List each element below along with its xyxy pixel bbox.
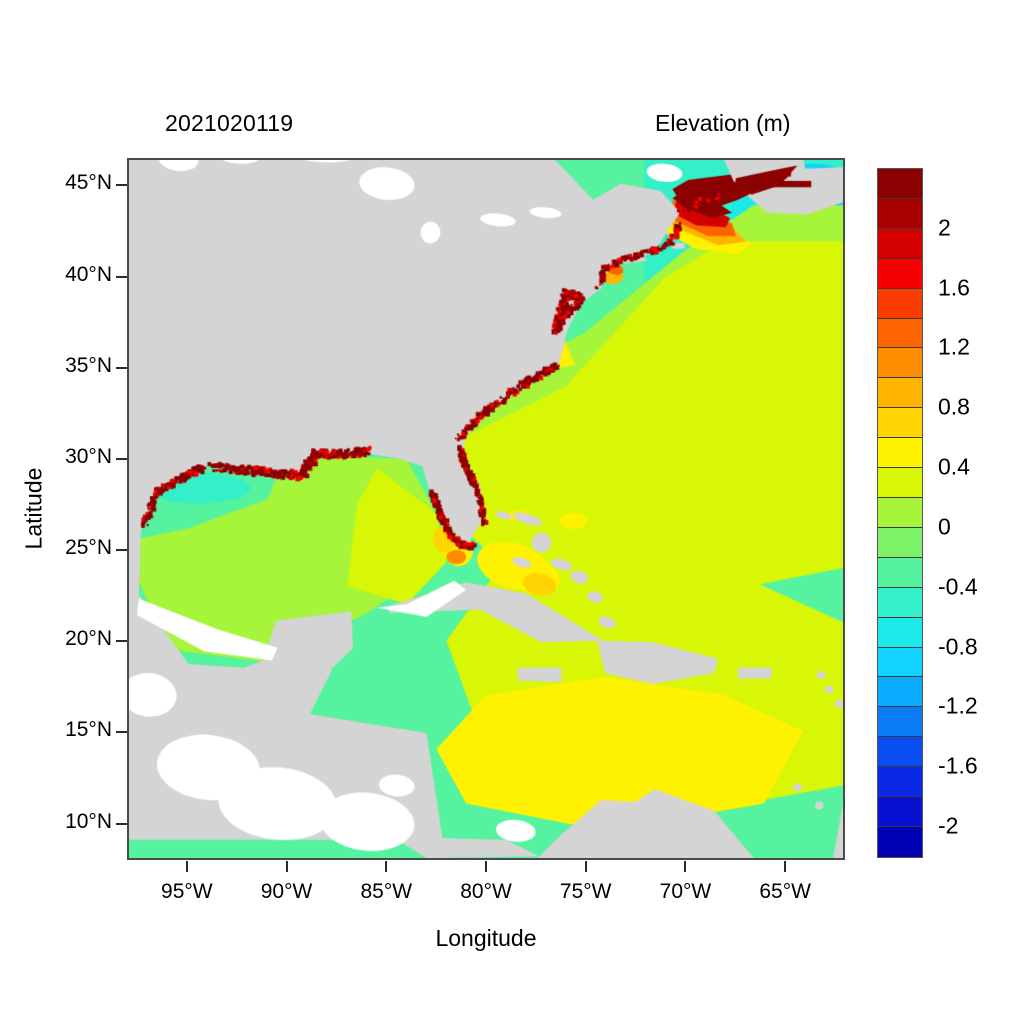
y-tick-4: [116, 549, 127, 552]
colorbar-band-9: [878, 438, 922, 469]
colorbar-band-22: [878, 826, 922, 857]
colorbar-tick-label-5: 0: [938, 513, 951, 540]
colorbar-band-16: [878, 647, 922, 678]
y-tick-7: [116, 822, 127, 825]
map-raster: [129, 160, 843, 858]
y-tick-label-7: 10°N: [65, 809, 112, 833]
colorbar-band-3: [878, 258, 922, 289]
x-tick-6: [784, 861, 787, 872]
colorbar-band-19: [878, 737, 922, 768]
axis-title-latitude: Latitude: [20, 467, 47, 550]
colorbar-tick-label-2: 1.2: [938, 333, 970, 360]
colorbar-tick-label-8: -1.2: [938, 692, 978, 719]
x-tick-label-3: 80°W: [460, 880, 512, 903]
axis-title-longitude: Longitude: [435, 925, 537, 951]
colorbar-band-1: [878, 198, 922, 229]
colorbar-tick-label-10: -2: [938, 812, 959, 839]
map-plot-area[interactable]: [127, 158, 845, 860]
y-tick-1: [116, 275, 127, 278]
map-title: 2021020119: [165, 110, 294, 136]
colorbar-tick-label-9: -1.6: [938, 752, 978, 779]
colorbar-band-2: [878, 228, 922, 259]
y-tick-label-4: 25°N: [65, 536, 112, 560]
colorbar-band-7: [878, 378, 922, 409]
y-tick-0: [116, 184, 127, 187]
y-tick-2: [116, 366, 127, 369]
y-tick-label-6: 15°N: [65, 718, 112, 742]
colorbar-band-18: [878, 707, 922, 738]
y-tick-label-1: 40°N: [65, 262, 112, 286]
colorbar-band-6: [878, 348, 922, 379]
colorbar-band-17: [878, 677, 922, 708]
colorbar[interactable]: [877, 168, 923, 858]
y-tick-5: [116, 640, 127, 643]
colorbar-band-8: [878, 408, 922, 439]
x-tick-3: [485, 861, 487, 872]
x-tick-5: [684, 861, 687, 872]
colorbar-band-21: [878, 797, 922, 827]
y-tick-label-5: 20°N: [65, 627, 112, 651]
y-tick-label-0: 45°N: [65, 171, 112, 195]
x-tick-label-4: 75°W: [559, 880, 612, 903]
x-tick-label-2: 85°W: [360, 880, 413, 903]
colorbar-band-4: [878, 288, 922, 319]
x-tick-label-1: 90°W: [260, 880, 313, 903]
colorbar-band-10: [878, 468, 922, 498]
colorbar-tick-label-6: -0.4: [938, 573, 978, 600]
y-tick-label-2: 35°N: [65, 353, 112, 377]
x-tick-4: [584, 861, 587, 872]
colorbar-band-20: [878, 767, 922, 798]
colorbar-title: Elevation (m): [655, 110, 791, 136]
colorbar-band-15: [878, 617, 922, 648]
colorbar-tick-label-4: 0.4: [938, 453, 970, 480]
colorbar-band-14: [878, 587, 922, 618]
x-tick-label-0: 95°W: [161, 880, 213, 903]
colorbar-tick-label-3: 0.8: [938, 393, 970, 420]
colorbar-tick-label-0: 2: [938, 214, 951, 241]
colorbar-band-12: [878, 527, 922, 558]
y-tick-6: [116, 731, 127, 734]
colorbar-band-0: [878, 169, 922, 199]
x-tick-2: [385, 861, 388, 872]
colorbar-band-5: [878, 318, 922, 349]
y-tick-3: [116, 457, 127, 460]
colorbar-band-13: [878, 557, 922, 588]
x-tick-0: [185, 861, 188, 872]
x-tick-label-5: 70°W: [659, 880, 712, 903]
x-tick-1: [285, 861, 288, 872]
colorbar-band-11: [878, 497, 922, 528]
y-tick-label-3: 30°N: [65, 444, 112, 468]
x-tick-label-6: 65°W: [759, 880, 811, 903]
colorbar-tick-label-7: -0.8: [938, 633, 978, 660]
colorbar-tick-label-1: 1.6: [938, 274, 970, 301]
